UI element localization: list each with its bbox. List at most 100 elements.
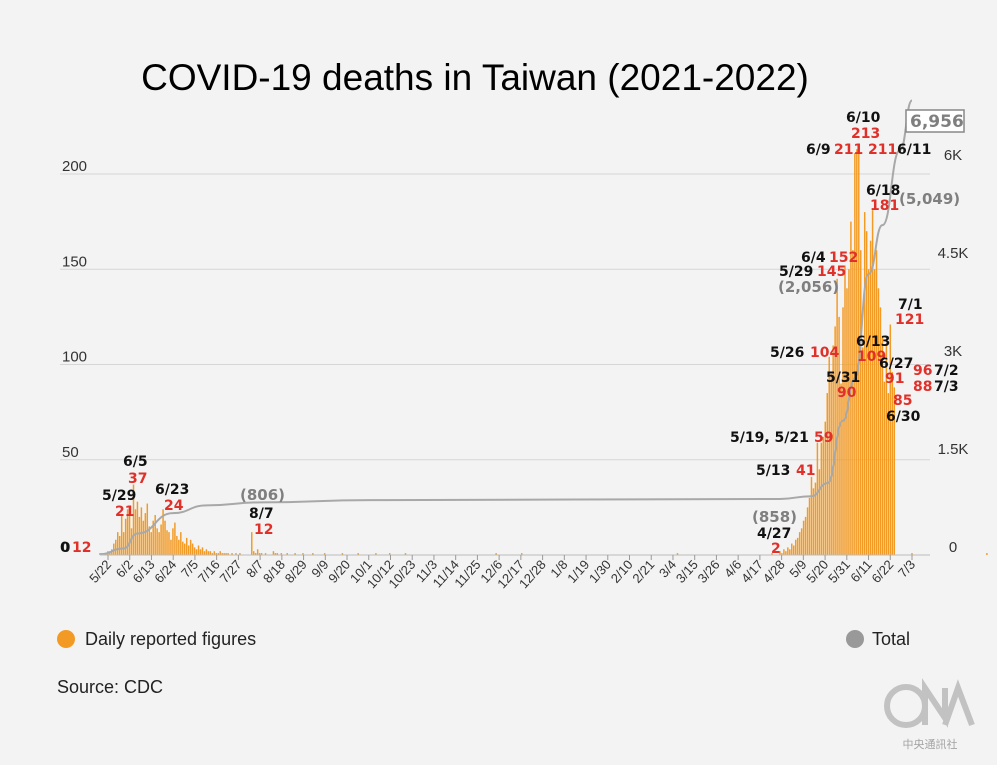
bar — [130, 528, 133, 555]
bar — [771, 553, 773, 555]
bar — [911, 553, 913, 555]
annotation-date: 6/13 — [856, 334, 890, 350]
annotation-date: 6/27 — [879, 356, 913, 372]
bar — [260, 553, 263, 555]
bar — [865, 231, 868, 555]
bar — [182, 541, 184, 555]
y2-tick-label: 1.5K — [938, 441, 969, 458]
bar — [793, 545, 795, 555]
annotation-date: 6/18 — [866, 183, 900, 199]
annotation-date: 0 — [60, 540, 70, 556]
bar — [822, 436, 825, 555]
bar — [302, 553, 304, 555]
bar — [873, 269, 876, 555]
bar — [146, 503, 149, 555]
bar — [197, 545, 200, 555]
bar — [871, 210, 874, 555]
bar — [806, 507, 809, 555]
annotation-value: 88 — [913, 379, 932, 395]
y-tick-label: 0 — [62, 539, 70, 556]
bar — [783, 549, 785, 555]
x-tick-label: 6/11 — [847, 557, 874, 585]
total-annotations: (806) (858) (2,056) (5,049) 6,956 — [240, 109, 965, 526]
annotation-date: 6/23 — [155, 482, 189, 498]
grid-lines — [60, 173, 930, 461]
annotation-value: 91 — [885, 371, 904, 387]
annotation-value: 90 — [837, 385, 857, 401]
annotation-value: 152 — [829, 250, 858, 266]
bar — [199, 549, 202, 555]
bar — [781, 553, 783, 555]
y2-tick-label: 3K — [944, 343, 962, 360]
bar — [170, 539, 172, 555]
bar — [824, 421, 827, 555]
bar — [115, 539, 117, 555]
total-line — [99, 99, 913, 556]
bar — [794, 539, 797, 555]
annotation-value: 121 — [895, 312, 924, 328]
bar — [838, 316, 840, 555]
bar — [889, 324, 892, 555]
bar — [861, 347, 864, 555]
x-tick-label: 9/20 — [325, 557, 353, 586]
bar-series — [99, 149, 988, 556]
bar — [276, 553, 279, 555]
bar — [798, 532, 801, 555]
bar — [863, 212, 866, 555]
x-tick-label: 7/27 — [217, 557, 245, 586]
total-annotation: (2,056) — [778, 278, 839, 296]
y2-tick-label: 6K — [944, 147, 962, 164]
bar — [800, 528, 803, 555]
annotation-date: 5/19, 5/21 — [730, 430, 809, 446]
bar — [272, 551, 275, 555]
total-annotation: (806) — [240, 486, 285, 504]
bar — [810, 476, 813, 555]
bar — [235, 553, 237, 555]
bar — [832, 345, 834, 555]
bar — [860, 250, 862, 555]
legend-daily-label: Daily reported figures — [85, 629, 256, 649]
legend-daily-marker — [57, 630, 75, 648]
bar — [142, 520, 145, 555]
x-tick-label: 2/10 — [608, 557, 636, 586]
bar — [852, 250, 854, 555]
bar — [116, 532, 119, 555]
x-tick-label: 3/26 — [695, 557, 723, 586]
annotation-value: 211 — [834, 142, 863, 158]
y-tick-label: 150 — [62, 253, 87, 270]
bar — [201, 547, 204, 555]
y-tick-label: 50 — [62, 444, 79, 461]
annotation-value: 41 — [796, 463, 815, 479]
annotation-value: 12 — [254, 522, 273, 538]
x-tick-label: 1/19 — [564, 557, 592, 586]
annotation-date: 6/10 — [846, 110, 881, 126]
bar — [239, 553, 241, 555]
bar — [160, 524, 162, 555]
annotation-date: 6/11 — [897, 142, 931, 158]
annotation-value: 104 — [810, 345, 839, 361]
x-tick-label: 5/22 — [86, 557, 114, 586]
bar — [879, 307, 882, 555]
total-final-box — [905, 109, 965, 133]
bar — [834, 326, 836, 555]
bar — [207, 551, 210, 555]
annotation-date: 5/29 — [102, 488, 136, 504]
annotations: 0 12 5/29 21 6/5 37 6/23 24 8/7 12 4/27 … — [60, 110, 959, 557]
bar — [140, 507, 143, 555]
bar — [891, 372, 894, 555]
bar — [814, 482, 817, 555]
source-note: Source: CDC — [57, 677, 163, 697]
bar — [124, 518, 127, 555]
annotation-value: 24 — [164, 498, 184, 514]
bar — [846, 288, 848, 555]
bar — [118, 535, 121, 555]
y2-tick-label: 4.5K — [938, 245, 969, 262]
bar — [848, 269, 850, 555]
annotation-date: 6/30 — [886, 409, 921, 425]
bar — [264, 553, 267, 555]
bar — [893, 387, 896, 555]
bar — [195, 549, 198, 555]
bar — [231, 553, 233, 555]
bar — [388, 553, 391, 555]
